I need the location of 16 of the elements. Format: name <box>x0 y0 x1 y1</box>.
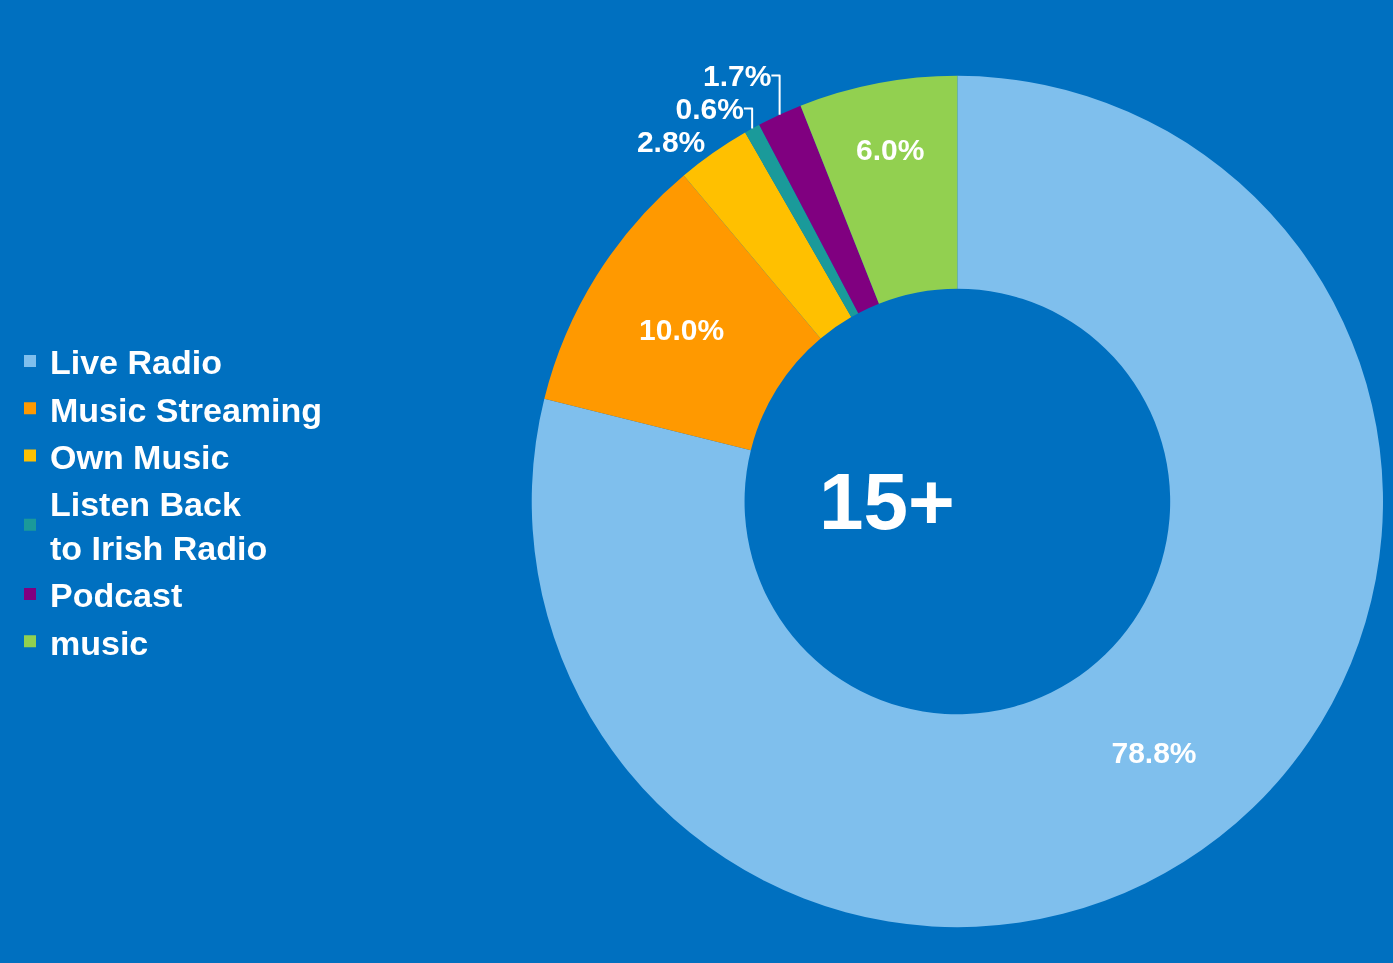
donut-slice <box>544 175 821 451</box>
data-label: 10.0% <box>639 312 725 346</box>
data-label: 1.7% <box>702 59 772 93</box>
text: 15+ <box>819 457 955 546</box>
data-label: 0.6% <box>675 92 744 126</box>
legend-label: Listen Back to Irish Radio <box>50 484 268 568</box>
legend-label: Own Music <box>50 437 230 476</box>
legend-label: Music Streaming <box>50 390 323 429</box>
legend-label: music <box>50 623 149 662</box>
data-label: 2.8% <box>636 125 706 159</box>
data-label: 6.0% <box>855 132 925 166</box>
legend-label: Live Radio <box>50 343 222 382</box>
donut-slice <box>745 124 859 318</box>
donut-slice <box>800 75 958 304</box>
data-label: 78.8% <box>1111 736 1197 770</box>
legend-label: Podcast <box>50 576 183 615</box>
